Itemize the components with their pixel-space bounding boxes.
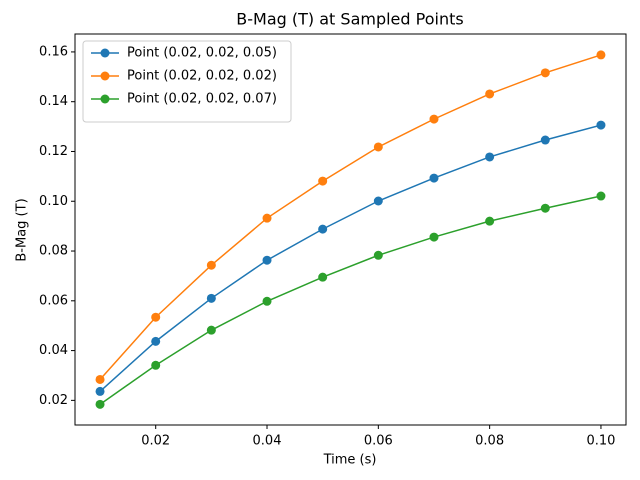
y-tick-label: 0.10 — [39, 194, 68, 209]
y-axis-label: B-Mag (T) — [15, 198, 30, 261]
y-tick-label: 0.08 — [39, 244, 68, 259]
y-tick-label: 0.04 — [39, 343, 68, 358]
data-point — [429, 114, 439, 124]
data-point — [206, 260, 216, 270]
series-line — [99, 124, 602, 392]
legend-marker — [100, 94, 110, 104]
y-tick-label: 0.14 — [39, 94, 68, 109]
chart-title: B-Mag (T) at Sampled Points — [236, 10, 463, 29]
legend-box — [82, 40, 292, 123]
data-point — [262, 213, 272, 223]
data-point — [95, 386, 105, 396]
data-point — [373, 196, 383, 206]
axes-frame — [74, 33, 627, 426]
x-tick-label: 0.02 — [141, 434, 170, 449]
data-point — [540, 68, 550, 78]
series-line — [99, 54, 602, 380]
x-tick-label: 0.04 — [253, 434, 282, 449]
data-point — [151, 360, 161, 370]
data-point — [318, 224, 328, 234]
data-point — [95, 399, 105, 409]
x-tick-label: 0.10 — [586, 434, 615, 449]
data-point — [429, 173, 439, 183]
data-point — [206, 293, 216, 303]
series-line — [99, 195, 602, 405]
x-axis-label: Time (s) — [323, 453, 377, 468]
data-point — [373, 142, 383, 152]
data-point — [95, 374, 105, 384]
y-tick-label: 0.02 — [39, 393, 68, 408]
data-point — [206, 325, 216, 335]
legend-label: Point (0.02, 0.02, 0.07) — [127, 92, 277, 107]
data-point — [318, 176, 328, 186]
x-tick-label: 0.08 — [475, 434, 504, 449]
data-point — [151, 312, 161, 322]
data-point — [151, 336, 161, 346]
legend-label: Point (0.02, 0.02, 0.02) — [127, 69, 277, 84]
data-point — [429, 232, 439, 242]
legend-marker — [100, 71, 110, 81]
data-point — [262, 255, 272, 265]
legend-label: Point (0.02, 0.02, 0.05) — [127, 46, 277, 61]
data-point — [373, 250, 383, 260]
y-tick-label: 0.06 — [39, 293, 68, 308]
data-point — [262, 296, 272, 306]
y-tick-label: 0.16 — [39, 44, 68, 59]
data-point — [540, 203, 550, 213]
x-tick-label: 0.06 — [364, 434, 393, 449]
legend-marker — [100, 48, 110, 58]
data-point — [540, 135, 550, 145]
data-point — [596, 50, 606, 60]
data-point — [596, 191, 606, 201]
y-tick-label: 0.12 — [39, 144, 68, 159]
data-point — [485, 152, 495, 162]
data-point — [318, 272, 328, 282]
legend: Point (0.02, 0.02, 0.05) Point (0.02, 0.0… — [82, 40, 292, 123]
data-point — [485, 89, 495, 99]
data-point — [485, 216, 495, 226]
data-point — [596, 120, 606, 130]
